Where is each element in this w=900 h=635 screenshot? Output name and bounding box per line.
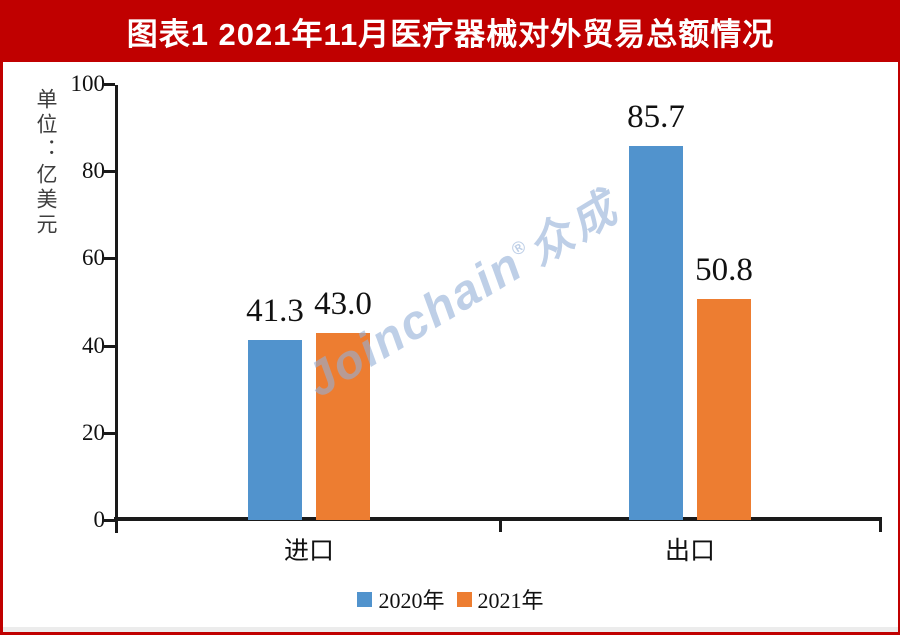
x-tick-mark xyxy=(499,519,502,532)
bottom-strip xyxy=(3,627,898,632)
category-label-进口: 进口 xyxy=(283,538,334,565)
value-label-2020年-进口: 41.3 xyxy=(246,293,304,329)
bar-2020年-进口 xyxy=(248,340,302,520)
y-tick-label: 0 xyxy=(93,507,106,532)
watermark-cjk-text: 众成 xyxy=(519,181,629,275)
registered-trademark-icon: ® xyxy=(507,234,532,260)
category-label-出口: 出口 xyxy=(664,538,715,565)
x-axis-line xyxy=(114,517,882,521)
legend-item-2020年: 2020年 xyxy=(357,583,445,615)
chart-title-banner: 图表1 2021年11月医疗器械对外贸易总额情况 xyxy=(3,0,898,62)
legend: 2020年 2021年 xyxy=(3,583,898,615)
y-tick-mark xyxy=(103,519,115,522)
value-label-2021年-出口: 50.8 xyxy=(695,252,753,288)
value-label-2020年-出口: 85.7 xyxy=(627,99,685,135)
bar-2021年-出口 xyxy=(697,299,751,520)
y-tick-label: 80 xyxy=(82,158,105,184)
y-tick-mark xyxy=(103,83,115,86)
legend-swatch-2021年 xyxy=(456,591,472,607)
y-tick-label: 60 xyxy=(82,245,105,271)
y-axis-line xyxy=(115,85,118,533)
legend-item-2021年: 2021年 xyxy=(456,583,544,615)
bar-2020年-出口 xyxy=(629,146,683,520)
y-tick-mark xyxy=(103,344,115,348)
y-axis-unit-label: 单位：亿美元 xyxy=(34,88,58,238)
x-tick-mark xyxy=(879,519,882,532)
legend-label-2021年: 2021年 xyxy=(477,588,544,613)
y-tick-label: 20 xyxy=(82,419,105,445)
y-tick-label: 40 xyxy=(82,332,105,358)
y-tick-mark xyxy=(103,431,115,435)
legend-label-2020年: 2020年 xyxy=(378,588,445,613)
legend-swatch-2020年 xyxy=(357,591,373,607)
y-tick-label: 100 xyxy=(70,71,106,96)
bar-2021年-进口 xyxy=(316,333,370,520)
y-tick-mark xyxy=(103,257,115,261)
y-tick-mark xyxy=(103,170,115,174)
value-label-2021年-进口: 43.0 xyxy=(314,286,372,322)
chart-title: 图表1 2021年11月医疗器械对外贸易总额情况 xyxy=(126,16,775,52)
